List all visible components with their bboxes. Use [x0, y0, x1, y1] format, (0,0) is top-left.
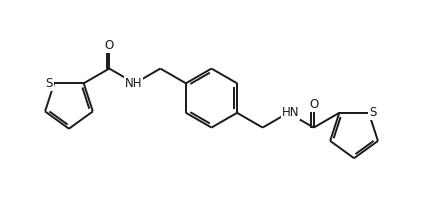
Text: NH: NH	[125, 77, 142, 90]
Text: S: S	[45, 77, 53, 90]
Text: O: O	[104, 39, 114, 52]
Text: S: S	[369, 106, 377, 119]
Text: HN: HN	[282, 106, 299, 119]
Text: O: O	[309, 98, 319, 111]
